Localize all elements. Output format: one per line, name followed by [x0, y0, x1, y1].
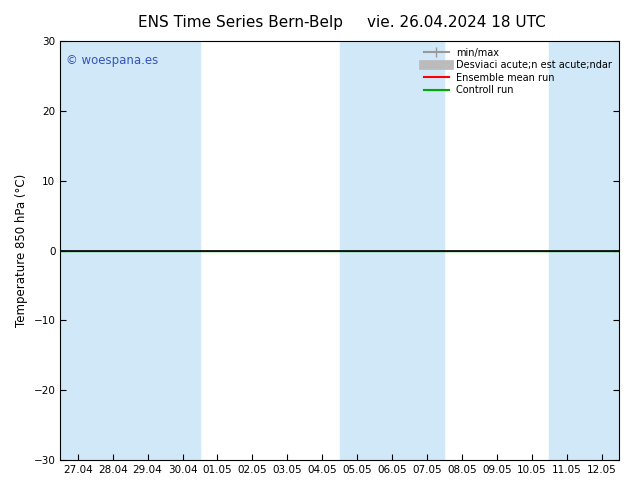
Bar	[130, 41, 200, 460]
Bar	[60, 41, 130, 460]
Legend: min/max, Desviaci acute;n est acute;ndar, Ensemble mean run, Controll run: min/max, Desviaci acute;n est acute;ndar…	[420, 44, 616, 99]
Bar	[340, 41, 444, 460]
Y-axis label: Temperature 850 hPa (°C): Temperature 850 hPa (°C)	[15, 174, 28, 327]
Text: © woespana.es: © woespana.es	[66, 53, 158, 67]
Text: vie. 26.04.2024 18 UTC: vie. 26.04.2024 18 UTC	[367, 15, 546, 30]
Bar	[549, 41, 619, 460]
Text: ENS Time Series Bern-Belp: ENS Time Series Bern-Belp	[138, 15, 344, 30]
